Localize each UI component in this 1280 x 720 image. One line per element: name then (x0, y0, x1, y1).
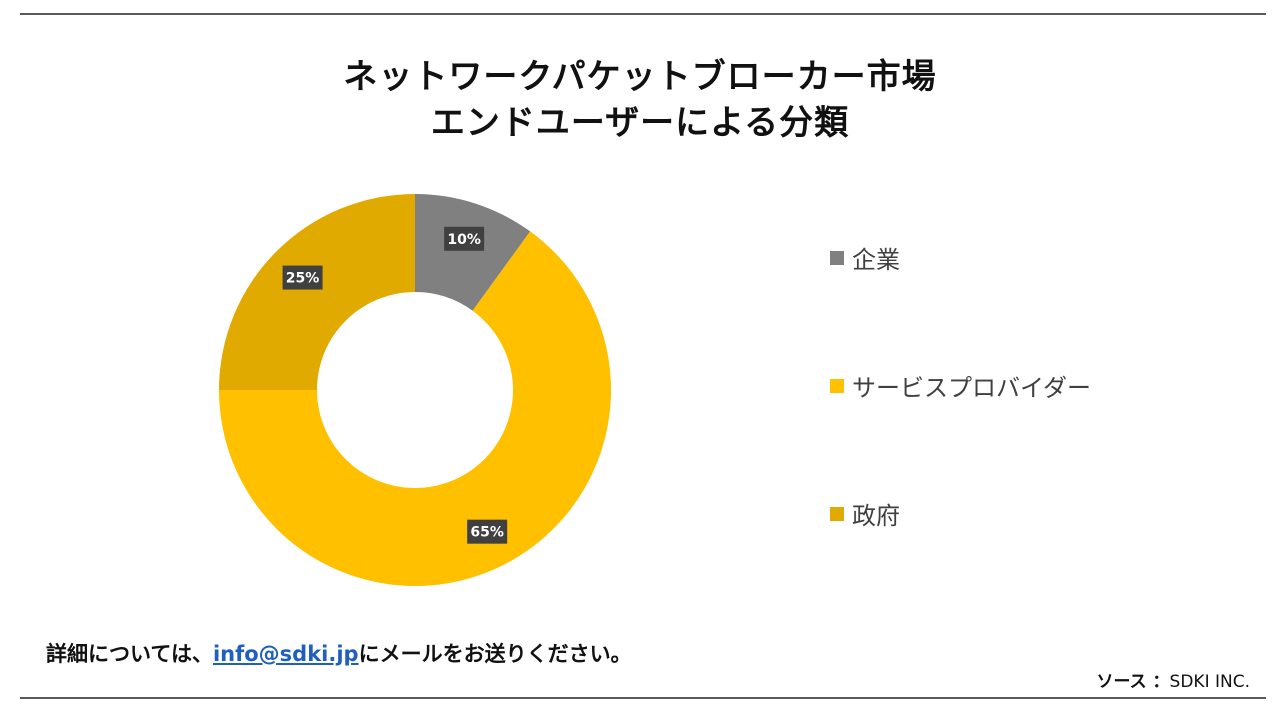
data-label-text-enterprise: 10% (447, 232, 481, 248)
source-value: SDKI INC. (1169, 672, 1250, 692)
legend-item-government: 政府 (830, 496, 900, 531)
donut-slice-government (219, 194, 415, 390)
contact-suffix: にメールをお送りください。 (358, 642, 632, 666)
legend-label-enterprise: 企業 (852, 246, 900, 274)
legend-label-service-provider: サービスプロバイダー (852, 374, 1092, 402)
data-label-government: 25% (282, 265, 323, 290)
chart-title: ネットワークパケットブローカー市場 エンドユーザーによる分類 (0, 54, 1280, 146)
donut-slice-enterprise (415, 194, 531, 311)
source-label: ソース ： (1096, 672, 1170, 692)
legend-label-government: 政府 (852, 502, 900, 530)
contact-note: 詳細については、info@sdki.jpにメールをお送りください。 (46, 638, 632, 668)
data-label-service-provider: 65% (467, 519, 508, 544)
email-link[interactable]: info@sdki.jp (212, 642, 359, 666)
data-label-enterprise: 10% (444, 226, 485, 251)
data-label-text-service-provider: 65% (470, 525, 504, 541)
chart-title-line2: エンドユーザーによる分類 (430, 103, 850, 143)
legend-swatch-government (830, 506, 844, 521)
chart-title-line1: ネットワークパケットブローカー市場 (343, 57, 937, 97)
donut-slice-service-provider (219, 231, 611, 586)
legend-item-service-provider: サービスプロバイダー (830, 368, 1091, 403)
top-divider (20, 13, 1266, 15)
data-label-box-government (282, 265, 323, 290)
data-label-text-government: 25% (286, 271, 320, 287)
data-label-box-enterprise (444, 226, 485, 251)
contact-prefix: 詳細については、 (46, 642, 213, 666)
legend-swatch-service-provider (830, 378, 844, 393)
donut-chart: 10% 65% 25% (219, 194, 611, 586)
bottom-divider (20, 697, 1266, 699)
source-credit: ソース ：SDKI INC. (1096, 667, 1250, 692)
data-label-box-service-provider (467, 519, 508, 544)
legend-swatch-enterprise (830, 250, 844, 265)
legend-item-enterprise: 企業 (830, 240, 900, 275)
